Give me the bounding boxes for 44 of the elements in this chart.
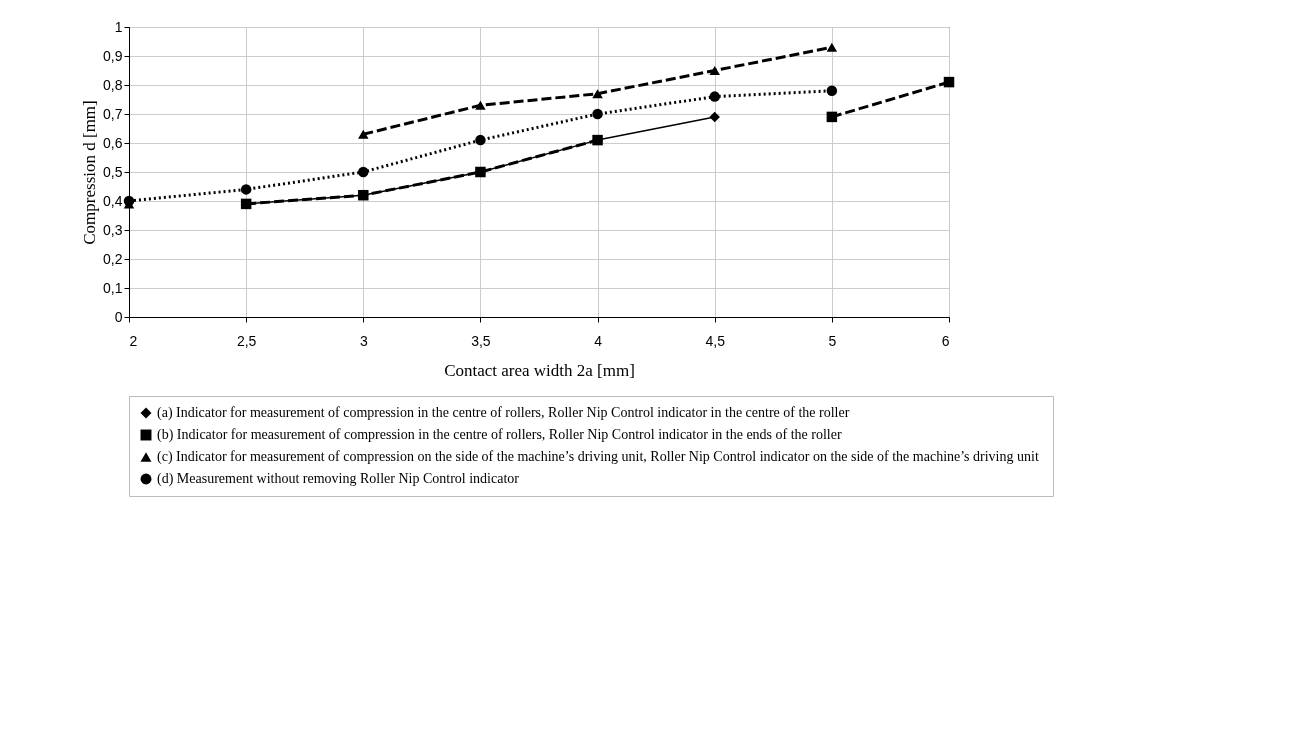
y-tick-label: 0,7 <box>103 105 123 122</box>
point <box>358 129 369 139</box>
y-tick-label: 0,6 <box>103 134 123 151</box>
x-tick-label: 3,5 <box>471 332 491 349</box>
y-tick-label: 0,8 <box>103 76 123 93</box>
point <box>592 134 603 146</box>
y-tick-label: 0,5 <box>103 163 123 180</box>
legend-label: (a) Indicator for measurement of compression in the centre of rollers, Roller Nip Control indicator in the centre of the roller <box>157 405 850 421</box>
x-tick-label: 5 <box>828 332 837 349</box>
point <box>475 134 486 146</box>
x-tick-label: 6 <box>941 332 950 349</box>
y-tick-label: 1 <box>114 18 123 35</box>
point <box>709 65 720 76</box>
point <box>475 100 486 110</box>
x-tick-label: 4,5 <box>705 332 726 349</box>
point <box>358 166 369 178</box>
legend-label: (b) Indicator for measurement of compression in the centre of rollers, Roller Nip Control indicator in the ends of the roller <box>157 427 842 443</box>
point <box>358 189 369 201</box>
point <box>240 198 252 210</box>
y-tick-label: 0,2 <box>103 250 123 267</box>
point <box>592 108 603 120</box>
x-tick-label: 2,5 <box>236 332 257 349</box>
point <box>709 91 720 102</box>
y-tick-label: 0,4 <box>103 192 123 209</box>
point <box>123 195 135 207</box>
x-tick-label: 4 <box>594 332 603 349</box>
x-tick-label: 3 <box>359 332 368 349</box>
y-tick-label: 0,9 <box>103 47 123 64</box>
point <box>826 85 838 97</box>
point <box>943 76 955 88</box>
y-tick-label: 0,3 <box>103 221 123 238</box>
y-tick-label: 0 <box>114 308 123 325</box>
legend-label: (c) Indicator for measurement of compression on the side of the machine’s driving unit, Roller Nip Control indicator on the side of the machine’s driving unit <box>157 449 1039 465</box>
point <box>240 184 252 195</box>
point <box>475 166 486 178</box>
x-tick-label: 2 <box>129 332 138 349</box>
legend-label: (d) Measurement without removing Roller Nip Control indicator <box>157 471 520 487</box>
point <box>592 89 603 99</box>
point <box>826 42 838 52</box>
y-axis-title: Compression d [mm] <box>80 100 100 245</box>
point <box>826 111 838 123</box>
y-tick-label: 0,1 <box>103 279 123 296</box>
point <box>709 111 720 123</box>
x-axis-title: Contact area width 2a [mm] <box>444 360 635 380</box>
